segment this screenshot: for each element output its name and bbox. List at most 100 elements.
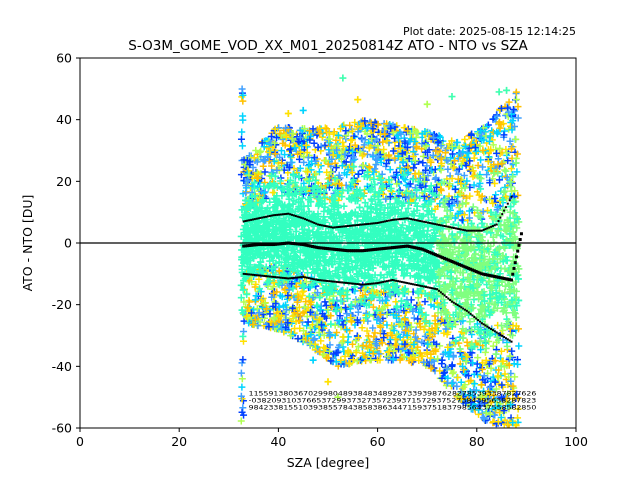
scatter-point [341, 325, 349, 333]
scatter-point [507, 165, 515, 173]
scatter-point [271, 298, 279, 306]
scatter-point [499, 357, 507, 365]
scatter-point [261, 168, 269, 176]
scatter-point [514, 103, 522, 111]
scatter-point [404, 288, 412, 296]
scatter-point [453, 138, 461, 146]
scatter-point [505, 361, 513, 369]
scatter-point [501, 416, 509, 424]
scatter-point [436, 165, 444, 173]
scatter-point [507, 369, 515, 377]
scatter-point [309, 336, 317, 344]
scatter-point [321, 141, 329, 149]
scatter-point [497, 347, 505, 355]
scatter-point [454, 175, 462, 183]
scatter-point [324, 306, 332, 314]
scatter-point [259, 162, 267, 170]
scatter-point [500, 131, 508, 139]
scatter-point [477, 156, 485, 164]
scatter-point [505, 98, 513, 106]
scatter-point [349, 340, 357, 348]
scatter-point [332, 136, 340, 144]
scatter-point [483, 171, 491, 179]
scatter-point [515, 342, 523, 350]
scatter-point [284, 169, 292, 177]
scatter-point [416, 323, 424, 331]
scatter-point [386, 166, 394, 174]
scatter-point [423, 162, 431, 170]
chart-title: S-O3M_GOME_VOD_XX_M01_20250814Z ATO - NT… [128, 38, 528, 54]
scatter-point [473, 360, 481, 368]
scatter-point [289, 304, 297, 312]
plot-date: Plot date: 2025-08-15 12:14:25 [403, 25, 576, 38]
scatter-point [419, 159, 427, 167]
scatter-point [320, 343, 328, 351]
scatter-point [350, 132, 358, 140]
scatter-point [514, 405, 522, 413]
scatter-point [466, 348, 474, 356]
scatter-point [437, 166, 445, 174]
scatter-point [474, 162, 482, 170]
scatter-point [322, 302, 330, 310]
scatter-point [341, 169, 349, 177]
scatter-point [495, 366, 503, 374]
scatter-point [339, 138, 347, 146]
scatter-point [483, 123, 491, 131]
scatter-point [351, 141, 359, 149]
scatter-point [310, 139, 318, 147]
scatter-point [268, 162, 276, 170]
scatter-point [478, 192, 486, 200]
scatter-point [351, 119, 359, 127]
scatter-point [489, 342, 497, 350]
scatter-point [365, 332, 373, 340]
scatter-point [502, 112, 510, 120]
scatter-point [303, 322, 311, 330]
scatter-point [238, 359, 246, 367]
scatter-point [410, 314, 418, 322]
scatter-point [304, 153, 312, 161]
scatter-point [440, 329, 448, 337]
scatter-point [507, 377, 515, 385]
scatter-point [470, 154, 478, 162]
scatter-point [508, 347, 516, 355]
scatter-point [503, 149, 511, 157]
scatter-point [358, 355, 366, 363]
scatter-point [477, 346, 485, 354]
scatter-point [328, 155, 336, 163]
scatter-point [376, 317, 384, 325]
scatter-point [331, 159, 339, 167]
scatter-point [279, 139, 287, 147]
scatter-point [416, 349, 424, 357]
scatter-point [504, 157, 512, 165]
scatter-point [474, 354, 482, 362]
scatter-point [489, 199, 497, 207]
scatter-point [415, 357, 423, 365]
scatter-point [359, 349, 367, 357]
scatter-point [424, 172, 432, 180]
scatter-point [317, 337, 325, 345]
scatter-point [403, 181, 411, 189]
scatter-point [449, 352, 457, 360]
scatter-point [412, 326, 420, 334]
scatter-point [383, 353, 391, 361]
scatter-point [261, 314, 269, 322]
scatter-point [487, 382, 495, 390]
scatter-point [472, 147, 480, 155]
scatter-point [470, 181, 478, 189]
scatter-point [280, 302, 288, 310]
scatter-point [254, 183, 262, 191]
scatter-point [511, 107, 519, 115]
scatter-point [296, 164, 304, 172]
scatter-point [507, 414, 515, 422]
scatter-point [245, 319, 253, 327]
scatter-point [383, 310, 391, 318]
scatter-point [384, 301, 392, 309]
scatter-point [478, 359, 486, 367]
scatter-point [493, 112, 501, 120]
scatter-point [238, 128, 246, 136]
scatter-point [373, 156, 381, 164]
scatter-point [277, 147, 285, 155]
scatter-point [460, 171, 468, 179]
scatter-point [240, 317, 248, 325]
